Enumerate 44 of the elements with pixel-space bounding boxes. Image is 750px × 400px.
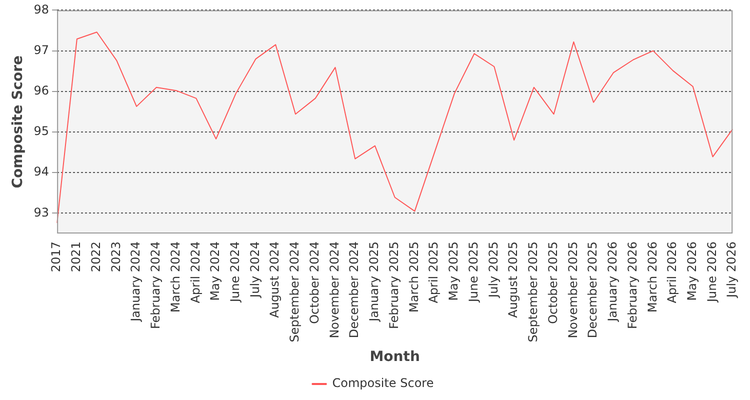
y-tick-label: 98	[34, 2, 50, 16]
x-tick-label: 2017	[49, 242, 64, 272]
x-tick-label: May 2026	[684, 242, 699, 301]
x-tick-label: October 2025	[546, 242, 560, 324]
x-tick-label: March 2025	[406, 242, 421, 312]
y-tick-label: 94	[34, 164, 50, 179]
x-tick-label: June 2026	[704, 242, 719, 304]
x-tick-label: March 2024	[168, 242, 182, 312]
x-tick-label: April 2026	[665, 242, 680, 304]
y-tick-label: 97	[34, 42, 50, 57]
x-tick-label: July 2026	[724, 242, 739, 298]
x-tick-label: January 2025	[367, 242, 382, 322]
y-axis-title: Composite Score	[10, 56, 26, 188]
x-tick-label: December 2025	[586, 242, 600, 338]
x-tick-label: July 2025	[486, 242, 500, 298]
x-tick-label: April 2024	[188, 242, 202, 304]
x-tick-label: November 2025	[566, 242, 580, 338]
x-tick-label: June 2025	[466, 242, 480, 304]
x-tick-label: April 2025	[426, 242, 441, 304]
x-tick-label: February 2024	[148, 242, 163, 330]
x-tick-label: January 2026	[606, 242, 620, 322]
x-tick-label: September 2025	[526, 242, 540, 342]
x-tick-label: August 2025	[506, 242, 520, 318]
x-tick-label: 2021	[69, 242, 84, 272]
x-tick-label: September 2024	[288, 242, 302, 342]
x-tick-label: December 2024	[347, 242, 362, 338]
x-tick-label: October 2024	[307, 242, 322, 324]
x-tick-label: 2022	[88, 242, 103, 272]
x-tick-label: January 2024	[128, 242, 143, 322]
x-tick-label: November 2024	[327, 242, 342, 338]
x-tick-label: February 2025	[386, 242, 401, 330]
x-tick-label: May 2025	[446, 242, 461, 301]
y-tick-label: 93	[34, 205, 50, 220]
legend-label: Composite Score	[332, 376, 434, 390]
x-tick-label: May 2024	[208, 242, 222, 301]
x-tick-label: August 2024	[268, 242, 282, 318]
x-axis-title: Month	[370, 349, 420, 366]
x-tick-label: June 2024	[228, 242, 242, 304]
x-tick-label: July 2024	[248, 242, 262, 298]
x-tick-label: March 2026	[645, 242, 660, 312]
y-tick-label: 95	[34, 124, 50, 138]
x-tick-label: February 2026	[625, 242, 640, 330]
y-tick-label: 96	[34, 84, 50, 98]
x-tick-label: 2023	[108, 242, 123, 272]
